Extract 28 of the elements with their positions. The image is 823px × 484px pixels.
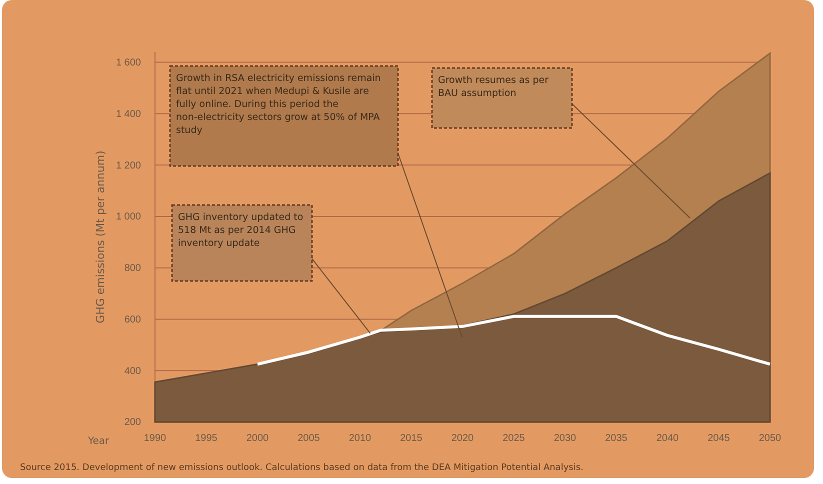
y-tick-label: 1 600 bbox=[116, 57, 142, 68]
x-tick-label: 2000 bbox=[246, 433, 270, 444]
x-tick-label: 2045 bbox=[708, 433, 730, 444]
annotation: Growth resumes as per BAU assumption bbox=[438, 75, 549, 99]
x-tick-label: 2015 bbox=[400, 433, 423, 444]
x-tick-label: 2025 bbox=[502, 433, 526, 444]
y-tick-label: 1 200 bbox=[116, 160, 142, 172]
line-series bbox=[256, 314, 772, 366]
annotation: Growth in RSA electricity emissions remain flat until 2021 when Medupi & Kusile are fully online. During this period the non-electricity sectors grow at 50% of MPA study bbox=[176, 73, 381, 136]
annotation: GHG inventory updated to 518 Mt as per 2014 GHG inventory update bbox=[178, 212, 304, 249]
x-tick-label: 2005 bbox=[298, 433, 320, 444]
x-tick-label: 2030 bbox=[554, 433, 577, 444]
y-axis-title: GHG emissions (Mt per annum) bbox=[94, 150, 107, 324]
x-tick-label: 2020 bbox=[451, 433, 474, 444]
y-tick-label: 800 bbox=[124, 263, 142, 274]
y-tick-label: 600 bbox=[124, 314, 142, 326]
y-tick-label: 200 bbox=[124, 417, 142, 428]
y-tick-label: 1 000 bbox=[116, 212, 142, 223]
x-tick-label: 2040 bbox=[656, 433, 680, 444]
x-tick-label: 1990 bbox=[144, 433, 167, 444]
x-tick-label: 2050 bbox=[758, 433, 782, 444]
source-note: Source 2015. Development of new emissions outlook. Calculations based on data from the DEA Mitigation Potential Analysis. bbox=[20, 463, 584, 473]
y-tick-label: 1 400 bbox=[116, 108, 142, 120]
y-tick-label: 400 bbox=[124, 366, 142, 377]
x-tick-label: 2010 bbox=[348, 433, 372, 444]
x-axis-title: Year bbox=[87, 436, 110, 447]
x-tick-label: 1995 bbox=[195, 433, 218, 444]
x-tick-label: 2035 bbox=[605, 433, 628, 444]
